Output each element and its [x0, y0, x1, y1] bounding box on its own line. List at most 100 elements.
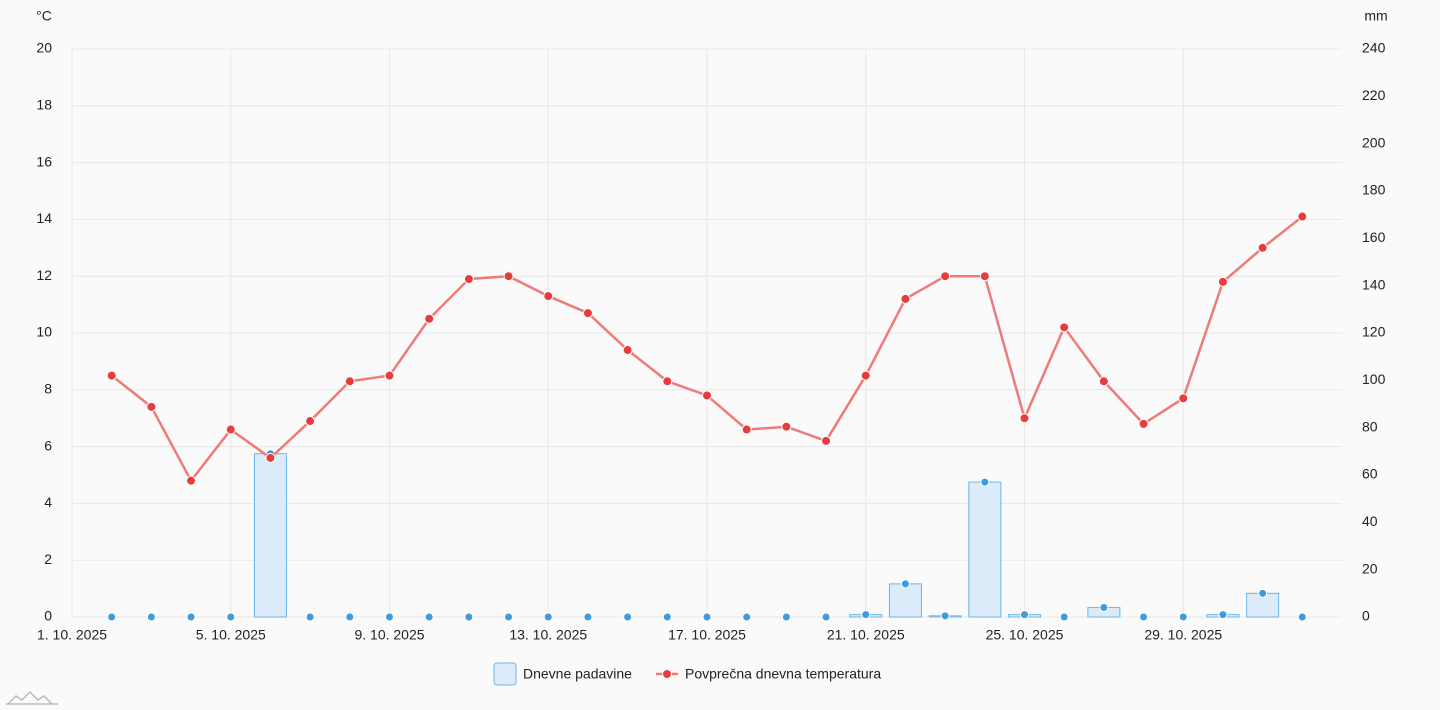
- bar-point: [226, 612, 236, 622]
- line-point: [702, 390, 712, 401]
- line-point: [344, 376, 355, 387]
- bar-point: [623, 612, 633, 622]
- y2-tick-label: 220: [1362, 87, 1386, 103]
- line-point: [265, 452, 276, 463]
- legend: Dnevne padavine Povprečna dnevna temperat…: [493, 662, 881, 686]
- legend-item: Povprečna dnevna temperatura: [655, 666, 881, 682]
- line-point: [979, 271, 990, 282]
- line-point: [1217, 276, 1228, 287]
- y-tick-label: 2: [44, 551, 52, 567]
- x-tick-label: 17. 10. 2025: [668, 627, 746, 643]
- y-tick-label: 10: [36, 324, 52, 340]
- bar-point: [186, 612, 196, 622]
- line-point: [1178, 393, 1189, 404]
- y-tick-label: 12: [36, 267, 52, 283]
- y2-tick-label: 0: [1362, 608, 1370, 624]
- x-tick-label: 25. 10. 2025: [986, 627, 1064, 643]
- y2-tick-label: 100: [1362, 371, 1386, 387]
- bar-point: [424, 612, 434, 622]
- x-tick-label: 29. 10. 2025: [1144, 627, 1222, 643]
- x-tick-label: 21. 10. 2025: [827, 627, 905, 643]
- line-point: [1257, 242, 1268, 253]
- bar-point: [742, 612, 752, 622]
- bar-point: [1218, 610, 1228, 620]
- bar-point: [1059, 612, 1069, 622]
- y2-tick-label: 20: [1362, 560, 1378, 576]
- y-tick-label: 0: [44, 608, 52, 624]
- x-tick-label: 13. 10. 2025: [509, 627, 587, 643]
- bar-point: [1099, 603, 1109, 613]
- line-point: [543, 291, 554, 302]
- y2-unit: mm: [1364, 8, 1387, 24]
- x-tick-label: 5. 10. 2025: [196, 627, 266, 643]
- bar-point: [345, 612, 355, 622]
- line-point: [305, 416, 316, 427]
- line-point: [900, 293, 911, 304]
- line-point: [662, 376, 673, 387]
- bar-point: [107, 612, 117, 622]
- bar-point: [1020, 610, 1029, 620]
- bar: [968, 481, 1002, 618]
- legend-item: Dnevne padavine: [493, 662, 632, 686]
- bar-point: [662, 612, 672, 622]
- bar-point: [583, 612, 593, 622]
- bar-point: [781, 612, 791, 622]
- legend-swatch: [661, 669, 672, 679]
- y2-tick-label: 180: [1362, 182, 1386, 198]
- line-point: [622, 345, 633, 356]
- y-tick-label: 18: [36, 97, 52, 113]
- line-point: [186, 475, 197, 486]
- line-point: [860, 370, 871, 381]
- y-tick-label: 6: [44, 437, 52, 453]
- bar-point: [1258, 588, 1268, 598]
- bar-point: [305, 612, 315, 622]
- y-unit: °C: [36, 8, 52, 24]
- line-point: [781, 421, 792, 432]
- y2-tick-label: 120: [1362, 324, 1386, 340]
- y2-tick-label: 60: [1362, 466, 1378, 482]
- bar-point: [900, 579, 910, 589]
- line-point: [106, 370, 117, 381]
- y2-tick-label: 40: [1362, 513, 1378, 529]
- y-tick-label: 4: [44, 494, 52, 510]
- y-tick-label: 16: [36, 153, 52, 169]
- line-point: [463, 274, 474, 285]
- line-point: [503, 271, 514, 282]
- y-tick-label: 20: [36, 40, 52, 56]
- line-point: [1138, 418, 1149, 429]
- bar-point: [385, 612, 394, 622]
- legend-label: Dnevne padavine: [523, 666, 632, 682]
- y2-tick-label: 140: [1362, 276, 1386, 292]
- line-point: [225, 424, 236, 435]
- bar-point: [1297, 612, 1307, 622]
- bar-point: [464, 612, 474, 622]
- bar-point: [543, 612, 553, 622]
- x-tick-label: 9. 10. 2025: [354, 627, 424, 643]
- line-point: [1059, 322, 1070, 333]
- line-point: [384, 370, 395, 381]
- bar-point: [821, 612, 831, 622]
- y2-tick-label: 160: [1362, 229, 1386, 245]
- bar-point: [1178, 612, 1188, 622]
- bar: [253, 453, 287, 618]
- y2-tick-label: 200: [1362, 134, 1386, 150]
- bar-point: [1139, 612, 1149, 622]
- line-point: [940, 271, 951, 282]
- y-tick-label: 14: [36, 210, 52, 226]
- y2-tick-label: 240: [1362, 40, 1386, 56]
- line-point: [146, 401, 157, 412]
- line-point: [1297, 211, 1308, 222]
- y-tick-label: 8: [44, 381, 52, 397]
- line-point: [424, 313, 435, 324]
- logo: [6, 690, 58, 705]
- legend-label: Povprečna dnevna temperatura: [685, 666, 881, 682]
- bar-point: [146, 612, 156, 622]
- bar-point: [702, 612, 712, 622]
- bar-point: [980, 477, 990, 487]
- line-point: [1098, 376, 1109, 387]
- line-point: [821, 435, 832, 446]
- line-point: [741, 424, 752, 435]
- x-tick-label: 1. 10. 2025: [37, 627, 107, 643]
